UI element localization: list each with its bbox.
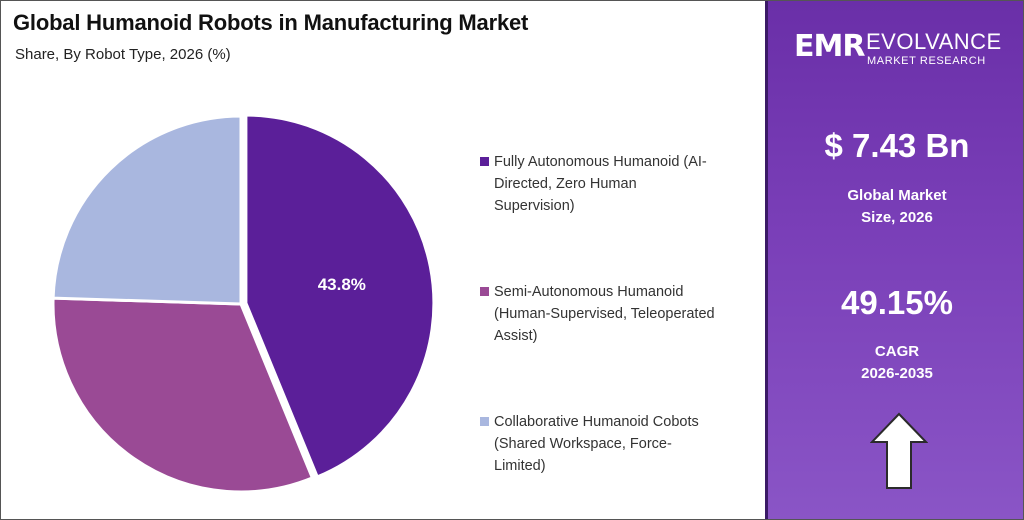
summary-sidebar: EMR EVOLVANCE MARKET RESEARCH $ 7.43 Bn … bbox=[765, 1, 1023, 519]
logo-subtitle: MARKET RESEARCH bbox=[867, 55, 986, 67]
cagr-value: 49.15% bbox=[841, 284, 953, 321]
chart-title: Global Humanoid Robots in Manufacturing … bbox=[13, 10, 529, 35]
logo-mark: EMR bbox=[794, 29, 865, 64]
legend-swatch bbox=[480, 287, 489, 296]
legend-label-line: (Shared Workspace, Force- bbox=[494, 436, 672, 452]
chart-panel: Global Humanoid Robots in Manufacturing … bbox=[1, 1, 765, 519]
pie-slice-collaborative-cobots bbox=[51, 114, 243, 306]
brand-logo: EMR EVOLVANCE MARKET RESEARCH bbox=[794, 23, 1014, 73]
legend-item: Collaborative Humanoid Cobots (Shared Wor… bbox=[480, 411, 756, 477]
legend-label-line: Assist) bbox=[494, 328, 538, 344]
legend-swatch bbox=[480, 157, 489, 166]
legend-label-line: Limited) bbox=[494, 458, 546, 474]
pie-slice-fully-autonomous bbox=[244, 113, 436, 479]
legend-item: Fully Autonomous Humanoid (AI- Directed, … bbox=[480, 151, 756, 217]
cagr-label-2: 2026-2035 bbox=[861, 365, 933, 382]
legend-label-line: Directed, Zero Human bbox=[494, 176, 637, 192]
data-label-fully-autonomous: 43.8% bbox=[318, 275, 366, 294]
chart-subtitle: Share, By Robot Type, 2026 (%) bbox=[15, 46, 231, 63]
legend-label-line: Supervision) bbox=[494, 198, 575, 214]
legend-label-line: Collaborative Humanoid Cobots bbox=[494, 414, 699, 430]
legend-label-line: Semi-Autonomous Humanoid bbox=[494, 284, 684, 300]
legend-label-line: Fully Autonomous Humanoid (AI- bbox=[494, 154, 707, 170]
legend-label-line: (Human-Supervised, Teleoperated bbox=[494, 306, 715, 322]
market-size-label-2: Size, 2026 bbox=[861, 209, 933, 226]
legend-item: Semi-Autonomous Humanoid (Human-Supervise… bbox=[480, 281, 756, 347]
logo-name: EVOLVANCE bbox=[866, 29, 1002, 54]
up-arrow-icon bbox=[870, 412, 928, 489]
market-size-label-1: Global Market bbox=[847, 187, 947, 204]
pie-slice-semi-autonomous bbox=[51, 296, 315, 494]
cagr-label-1: CAGR bbox=[874, 343, 920, 360]
market-size-value: $ 7.43 Bn bbox=[824, 127, 970, 164]
legend-swatch bbox=[480, 417, 489, 426]
pie-chart: 43.8% bbox=[51, 113, 436, 494]
